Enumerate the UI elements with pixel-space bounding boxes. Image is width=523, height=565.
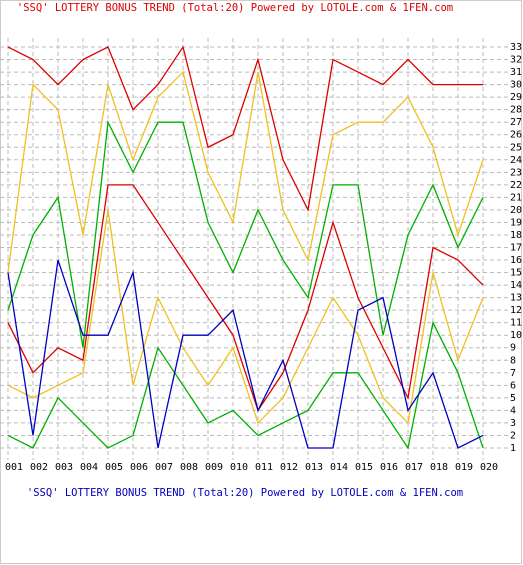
y-tick-label: 18 xyxy=(510,230,522,241)
y-tick-label: 33 xyxy=(510,42,522,53)
y-tick-label: 17 xyxy=(510,243,522,254)
series-line xyxy=(7,45,483,212)
x-tick-label: 014 xyxy=(330,462,348,473)
y-tick-label: 15 xyxy=(510,268,522,279)
y-tick-label: 23 xyxy=(510,167,522,178)
series-line xyxy=(7,70,484,273)
x-tick-label: 004 xyxy=(80,462,98,473)
x-tick-label: 016 xyxy=(380,462,398,473)
chart-title: 'SSQ' LOTTERY BONUS TREND (Total:20) Pow… xyxy=(17,2,453,14)
y-tick-label: 22 xyxy=(510,180,522,191)
chart-footer: 'SSQ' LOTTERY BONUS TREND (Total:20) Pow… xyxy=(27,487,463,499)
y-tick-label: 25 xyxy=(510,142,522,153)
series-line xyxy=(7,119,484,348)
y-tick-label: 5 xyxy=(510,393,516,404)
y-tick-label: 1 xyxy=(510,443,516,454)
y-tick-label: 12 xyxy=(510,305,522,316)
y-tick-label: 8 xyxy=(510,355,516,366)
x-tick-label: 002 xyxy=(30,462,48,473)
y-tick-label: 27 xyxy=(510,117,522,128)
x-tick-label: 008 xyxy=(180,462,198,473)
x-tick-label: 007 xyxy=(155,462,173,473)
x-tick-label: 013 xyxy=(305,462,323,473)
y-tick-label: 32 xyxy=(510,55,522,66)
x-tick-label: 011 xyxy=(255,462,273,473)
x-tick-label: 005 xyxy=(105,462,123,473)
y-tick-label: 16 xyxy=(510,255,522,266)
y-tick-label: 31 xyxy=(510,67,522,78)
y-tick-label: 13 xyxy=(510,293,522,304)
x-tick-label: 017 xyxy=(405,462,423,473)
series-line xyxy=(7,259,484,449)
y-tick-label: 19 xyxy=(510,217,522,228)
x-tick-label: 001 xyxy=(5,462,23,473)
x-tick-label: 009 xyxy=(205,462,223,473)
y-tick-label: 11 xyxy=(510,318,522,329)
series-line xyxy=(7,320,484,450)
x-tick-label: 006 xyxy=(130,462,148,473)
x-tick-label: 018 xyxy=(430,462,448,473)
x-tick-label: 015 xyxy=(355,462,373,473)
y-tick-label: 26 xyxy=(510,130,522,141)
y-tick-label: 2 xyxy=(510,430,516,441)
x-tick-label: 019 xyxy=(455,462,473,473)
y-tick-label: 30 xyxy=(510,80,522,91)
y-tick-label: 10 xyxy=(510,330,522,341)
y-tick-label: 29 xyxy=(510,92,522,103)
y-tick-label: 6 xyxy=(510,380,516,391)
y-tick-label: 21 xyxy=(510,192,522,203)
y-tick-label: 4 xyxy=(510,405,516,416)
y-tick-label: 14 xyxy=(510,280,522,291)
y-tick-label: 3 xyxy=(510,418,516,429)
x-tick-label: 003 xyxy=(55,462,73,473)
x-tick-label: 020 xyxy=(480,462,498,473)
x-tick-label: 010 xyxy=(230,462,248,473)
x-tick-label: 012 xyxy=(280,462,298,473)
y-tick-label: 24 xyxy=(510,155,522,166)
y-tick-label: 9 xyxy=(510,343,516,354)
y-tick-label: 7 xyxy=(510,368,516,379)
series-line xyxy=(7,209,484,425)
y-tick-label: 28 xyxy=(510,105,522,116)
y-tick-label: 20 xyxy=(510,205,522,216)
